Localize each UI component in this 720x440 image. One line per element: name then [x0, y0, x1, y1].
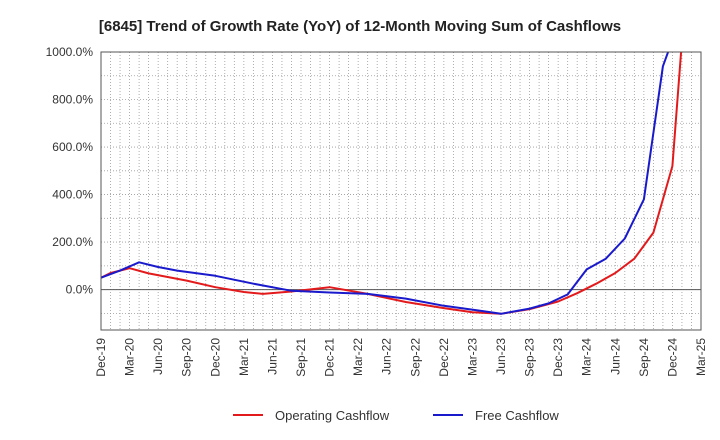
x-tick-label: Mar-23: [465, 338, 479, 376]
x-tick-label: Sep-21: [294, 338, 308, 377]
series-line-free-cashflow: [705, 40, 720, 259]
x-tick-label: Dec-21: [323, 338, 337, 377]
grid: [100, 51, 702, 330]
x-tick-label: Jun-23: [494, 338, 508, 375]
y-tick-label: 200.0%: [52, 235, 93, 249]
series-line-free-cashflow: [101, 52, 670, 315]
series-lines: [101, 40, 720, 315]
x-tick-label: Jun-21: [265, 338, 279, 375]
x-tick-label: Dec-19: [94, 338, 108, 377]
x-tick-label: Dec-23: [551, 338, 565, 377]
series-line-operating-cashflow: [101, 52, 683, 315]
x-tick-label: Dec-24: [665, 338, 679, 377]
x-axis: Dec-19 Mar-20 Jun-20 Sep-20 Dec-20 Mar-21 Jun-…: [94, 338, 708, 377]
x-tick-label: Dec-20: [208, 338, 222, 377]
plot-frame: [100, 51, 702, 331]
x-tick-label: Mar-24: [580, 338, 594, 376]
chart-title: [6845] Trend of Growth Rate (YoY) of 12-…: [99, 18, 621, 35]
y-tick-label: 400.0%: [52, 188, 93, 202]
y-tick-label: 600.0%: [52, 140, 93, 154]
x-tick-label: Jun-24: [608, 338, 622, 375]
x-tick-label: Mar-25: [694, 338, 708, 376]
y-tick-label: 800.0%: [52, 93, 93, 107]
x-tick-label: Sep-22: [408, 338, 422, 377]
x-tick-label: Sep-23: [523, 338, 537, 377]
legend-label: Operating Cashflow: [275, 408, 390, 423]
x-tick-label: Mar-21: [237, 338, 251, 376]
series-line-operating-cashflow: [707, 40, 720, 263]
x-tick-label: Mar-20: [123, 338, 137, 376]
x-tick-label: Mar-22: [351, 338, 365, 376]
x-tick-label: Jun-20: [151, 338, 165, 375]
y-tick-label: 0.0%: [66, 283, 94, 297]
legend-label: Free Cashflow: [475, 408, 559, 423]
x-tick-label: Sep-20: [180, 338, 194, 377]
y-axis: 0.0% 200.0% 400.0% 600.0% 800.0% 1000.0%: [46, 45, 94, 297]
x-tick-label: Jun-22: [380, 338, 394, 375]
x-tick-label: Dec-22: [437, 338, 451, 377]
legend: Operating Cashflow Free Cashflow: [233, 408, 559, 423]
y-tick-label: 1000.0%: [46, 45, 94, 59]
x-tick-label: Sep-24: [637, 338, 651, 377]
